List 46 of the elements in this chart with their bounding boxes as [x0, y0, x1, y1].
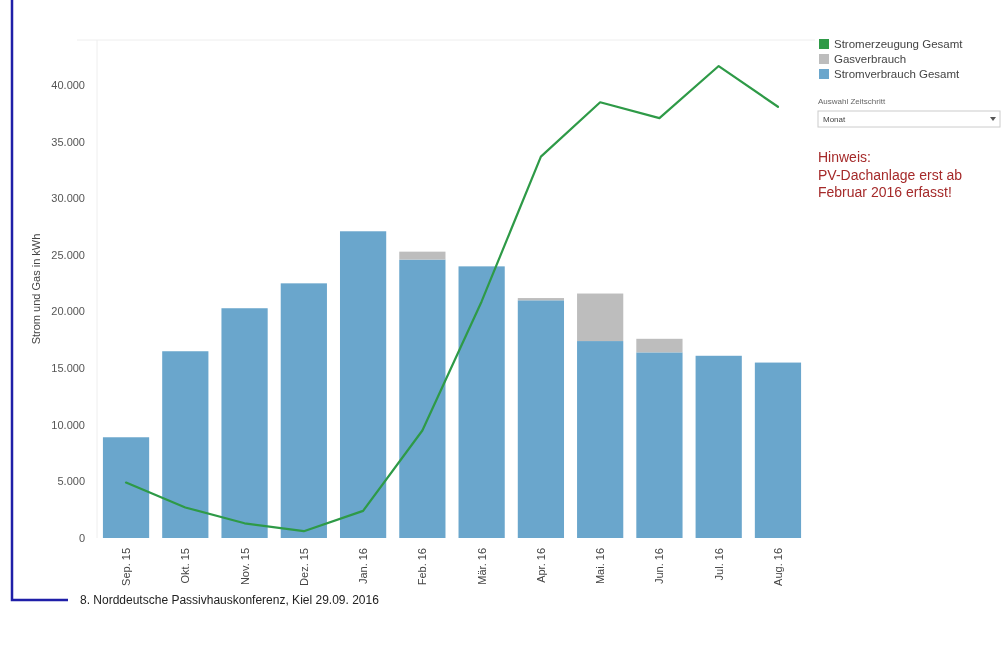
y-axis-title: Strom und Gas in kWh — [30, 233, 42, 345]
y-tick-label: 40.000 — [51, 79, 85, 92]
legend-label: Stromerzeugung Gesamt — [834, 38, 964, 51]
y-tick-label: 20.000 — [51, 305, 85, 318]
bar — [636, 352, 683, 538]
x-tick-label: Nov. 15 — [238, 548, 251, 586]
y-tick-label: 5.000 — [57, 475, 85, 488]
line-series — [124, 64, 780, 533]
x-tick-label: Jan. 16 — [357, 548, 370, 585]
bar — [458, 266, 505, 538]
text: 8. Norddeutsche Passivhauskonferenz, Kiel 29.09. 2016 — [80, 593, 380, 607]
bar — [162, 351, 209, 538]
x-tick-label: Apr. 16 — [534, 548, 547, 583]
text: PV-Dachanlage erst ab Februar 2016 erfasst! — [818, 167, 963, 200]
bar — [339, 231, 387, 538]
y-tick-label: 25.000 — [51, 248, 85, 261]
bar — [695, 355, 742, 538]
text: Auswahl Zeitschritt — [818, 97, 886, 106]
legend-label: Stromverbrauch Gesamt — [834, 68, 961, 81]
bar — [280, 283, 327, 538]
x-tick-label: Feb. 16 — [416, 548, 429, 586]
y-tick-label: 35.000 — [51, 135, 85, 148]
bar — [577, 341, 624, 538]
bar — [636, 338, 683, 353]
bar — [221, 308, 268, 538]
x-tick-label: Dez. 15 — [297, 548, 310, 586]
bar — [754, 362, 802, 538]
bar — [517, 300, 565, 538]
x-tick-label: Okt. 15 — [179, 548, 192, 584]
x-tick-label: Jun. 16 — [653, 548, 666, 585]
y-tick-label: 15.000 — [51, 362, 85, 375]
x-tick-label: Mär. 16 — [475, 548, 488, 585]
x-tick-label: Mai. 16 — [594, 548, 607, 585]
x-tick-label: Jul. 16 — [712, 548, 725, 581]
x-tick-label: Aug. 16 — [771, 548, 784, 586]
legend-label: Gasverbrauch — [834, 53, 907, 66]
y-tick-label: 10.000 — [51, 418, 85, 431]
x-tick-label: Sep. 15 — [120, 548, 133, 586]
text: Hinweis: — [818, 149, 871, 165]
text: Monat — [823, 114, 847, 124]
bar — [399, 251, 446, 260]
bar — [399, 259, 446, 538]
y-tick-label: 0 — [78, 531, 85, 544]
bar — [577, 293, 624, 342]
bar — [102, 437, 150, 538]
y-tick-label: 30.000 — [51, 192, 85, 205]
